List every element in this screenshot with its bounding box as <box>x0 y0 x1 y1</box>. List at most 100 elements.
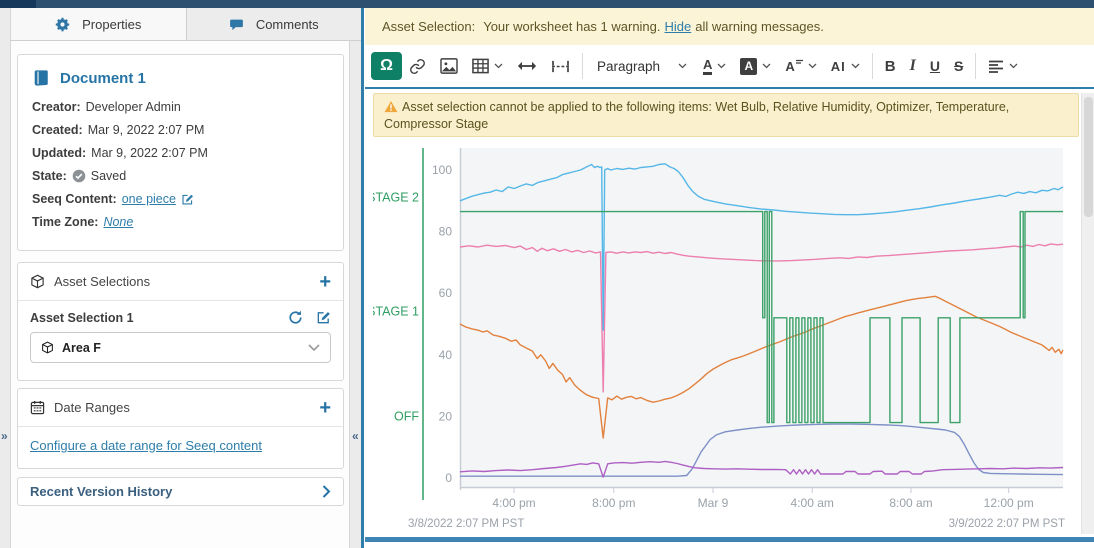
toolbar-separator <box>871 53 873 79</box>
font-size-button[interactable]: A <box>778 51 823 81</box>
align-button[interactable] <box>981 51 1025 81</box>
series-orange <box>459 295 1064 439</box>
timezone-link[interactable]: None <box>103 215 134 229</box>
asset-dropdown[interactable]: Area F <box>30 332 331 363</box>
refresh-icon[interactable] <box>288 310 303 325</box>
asset-selections-card: Asset Selections + Asset Selection 1 Are… <box>17 262 344 381</box>
toolbar-separator <box>975 53 977 79</box>
font-size-icon: A <box>785 59 803 74</box>
series-slate-blue <box>460 423 1064 477</box>
configure-date-range-link[interactable]: Configure a date range for Seeq content <box>30 438 262 453</box>
scrollbar-thumb[interactable] <box>1084 97 1093 217</box>
y-tick-label: 20 <box>439 409 453 423</box>
toolbar-separator <box>582 53 583 79</box>
x-tick-label: 8:00 pm <box>592 496 635 510</box>
warning-triangle-icon <box>384 101 398 113</box>
left-collapse-gutter[interactable]: » <box>0 8 11 548</box>
range-end-label: 3/9/2022 2:07 PM PST <box>949 518 1065 530</box>
date-ranges-card: Date Ranges + Configure a date range for… <box>17 388 344 469</box>
align-left-icon <box>989 60 1004 73</box>
expand-panel-handle[interactable]: » <box>1 429 8 443</box>
underline-button[interactable]: U <box>923 51 947 81</box>
full-width-button[interactable] <box>510 51 544 81</box>
document-title: Document 1 <box>60 69 146 87</box>
asset-selection-warning-text: Asset selection cannot be applied to the… <box>384 100 1010 131</box>
edit-selection-icon[interactable] <box>316 310 331 325</box>
font-color-button[interactable]: A <box>696 51 733 81</box>
italic-button[interactable]: I <box>903 51 923 81</box>
range-start-label: 3/8/2022 2:07 PM PST <box>408 518 524 530</box>
asset-selections-title: Asset Selections <box>54 274 151 289</box>
add-date-range-button[interactable]: + <box>319 396 331 419</box>
document-title-row: Document 1 <box>18 55 343 91</box>
side-panel-tabs: Properties Comments <box>11 8 361 41</box>
tab-comments[interactable]: Comments <box>186 8 361 40</box>
chevron-down-icon <box>851 63 860 69</box>
add-asset-selection-button[interactable]: + <box>319 270 331 293</box>
document-info-card: Document 1 Creator: Developer Admin Creat… <box>17 54 344 251</box>
y-tick-label: 0 <box>445 471 452 485</box>
table-button[interactable] <box>465 51 510 81</box>
highlight-color-icon: A <box>740 57 758 75</box>
tab-comments-label: Comments <box>255 16 319 32</box>
right-collapse-gutter[interactable]: « <box>349 41 361 548</box>
tab-properties[interactable]: Properties <box>11 8 187 40</box>
hide-warnings-link[interactable]: Hide <box>664 19 692 34</box>
image-button[interactable] <box>433 51 465 81</box>
asset-selections-header: Asset Selections + <box>18 263 343 301</box>
x-tick-label: Mar 9 <box>698 496 729 510</box>
collapse-panel-handle[interactable]: « <box>352 429 359 443</box>
seeq-content-label: Seeq Content: <box>32 192 117 206</box>
paragraph-style-value: Paragraph <box>597 58 661 74</box>
worksheet-warning-banner: Asset Selection: Your worksheet has 1 wa… <box>365 8 1094 45</box>
tab-properties-label: Properties <box>82 16 142 32</box>
edit-icon[interactable] <box>181 193 194 206</box>
arrows-horizontal-icon <box>517 61 537 71</box>
chevron-down-icon <box>1009 63 1018 69</box>
asset-selection-row: Asset Selection 1 <box>18 301 343 325</box>
creator-label: Creator: <box>32 100 81 114</box>
series-pink <box>459 243 1064 393</box>
gear-icon <box>55 17 70 31</box>
chevron-down-icon <box>717 63 726 69</box>
timezone-label: Time Zone: <box>32 215 99 229</box>
panel-divider[interactable] <box>361 8 364 548</box>
seeq-logo-icon: Ω <box>380 57 393 74</box>
strikethrough-button[interactable]: S <box>947 51 970 81</box>
highlight-color-button[interactable]: A <box>733 51 778 81</box>
banner-message: Your worksheet has 1 warning. <box>483 19 661 34</box>
cube-icon <box>31 274 44 289</box>
link-button[interactable] <box>402 51 433 81</box>
date-ranges-title: Date Ranges <box>54 400 130 415</box>
version-history-row[interactable]: Recent Version History <box>17 477 344 506</box>
size-lines-icon <box>795 59 803 64</box>
letter-spacing-button[interactable]: AI <box>824 51 867 81</box>
font-color-icon: A <box>703 58 713 75</box>
asset-dropdown-value: Area F <box>62 340 101 355</box>
check-circle-icon <box>72 169 86 183</box>
series-green-step <box>460 210 1063 424</box>
asset-selection-name: Asset Selection 1 <box>30 310 134 325</box>
properties-panel: Document 1 Creator: Developer Admin Creat… <box>11 41 349 548</box>
page-break-button[interactable] <box>544 51 577 81</box>
trend-chart[interactable]: 0 20 40 60 80 100 STAGE 2 STAGE 1 OFF 4:00 pm 8:00… <box>373 140 1079 532</box>
top-app-bar-segment <box>0 0 36 8</box>
chevron-down-icon <box>762 63 771 69</box>
seeq-content-link[interactable]: one piece <box>121 192 176 206</box>
document-scrollbar[interactable] <box>1081 93 1094 534</box>
created-label: Created: <box>32 123 83 137</box>
y-tick-label: 100 <box>432 163 452 177</box>
bottom-border-strip <box>365 537 1094 542</box>
bold-button[interactable]: B <box>878 51 903 81</box>
updated-value: Mar 9, 2022 2:07 PM <box>91 146 208 160</box>
y-tick-label: 80 <box>439 225 453 239</box>
comment-icon <box>229 19 243 30</box>
insert-seeq-content-button[interactable]: Ω <box>371 52 402 80</box>
version-history-label: Recent Version History <box>30 484 173 499</box>
paragraph-style-dropdown[interactable]: Paragraph <box>588 51 696 81</box>
link-icon <box>410 58 425 74</box>
created-value: Mar 9, 2022 2:07 PM <box>87 123 205 137</box>
stage-tick-label: STAGE 1 <box>373 305 419 319</box>
y-tick-label: 60 <box>439 286 453 300</box>
updated-label: Updated: <box>32 146 87 160</box>
